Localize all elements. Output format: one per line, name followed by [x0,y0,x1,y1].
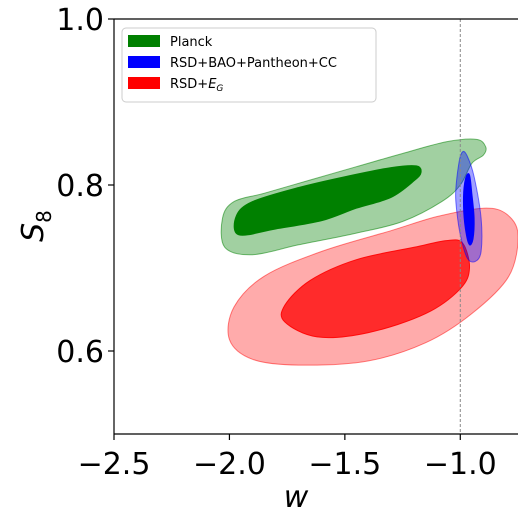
contour-rsd-bao-pantheon-cc-1sigma [462,173,475,246]
y-axis-label: S8 [16,210,56,242]
x-tick-label: −1.5 [308,447,381,482]
y-tick-label: 1.0 [56,3,104,38]
legend-swatch-planck [128,35,160,47]
legend-label-planck: Planck [170,35,213,50]
y-tick-label: 0.6 [56,335,104,370]
legend-label-rsd-e-g: RSD+EG [170,77,223,94]
x-tick-label: −1.0 [424,447,497,482]
y-tick-label: 0.8 [56,169,104,204]
legend-swatch-rsd-e-g [128,77,160,89]
legend-swatch-rsd-bao-pantheon-cc [128,56,160,68]
contour-planck-1sigma [233,165,422,236]
legend-label-rsd-bao-pantheon-cc: RSD+BAO+Pantheon+CC [170,56,337,71]
x-tick-label: −2.0 [193,447,266,482]
x-tick-label: −2.5 [78,447,151,482]
legend-box [121,27,377,103]
x-axis-label: w [284,480,309,515]
